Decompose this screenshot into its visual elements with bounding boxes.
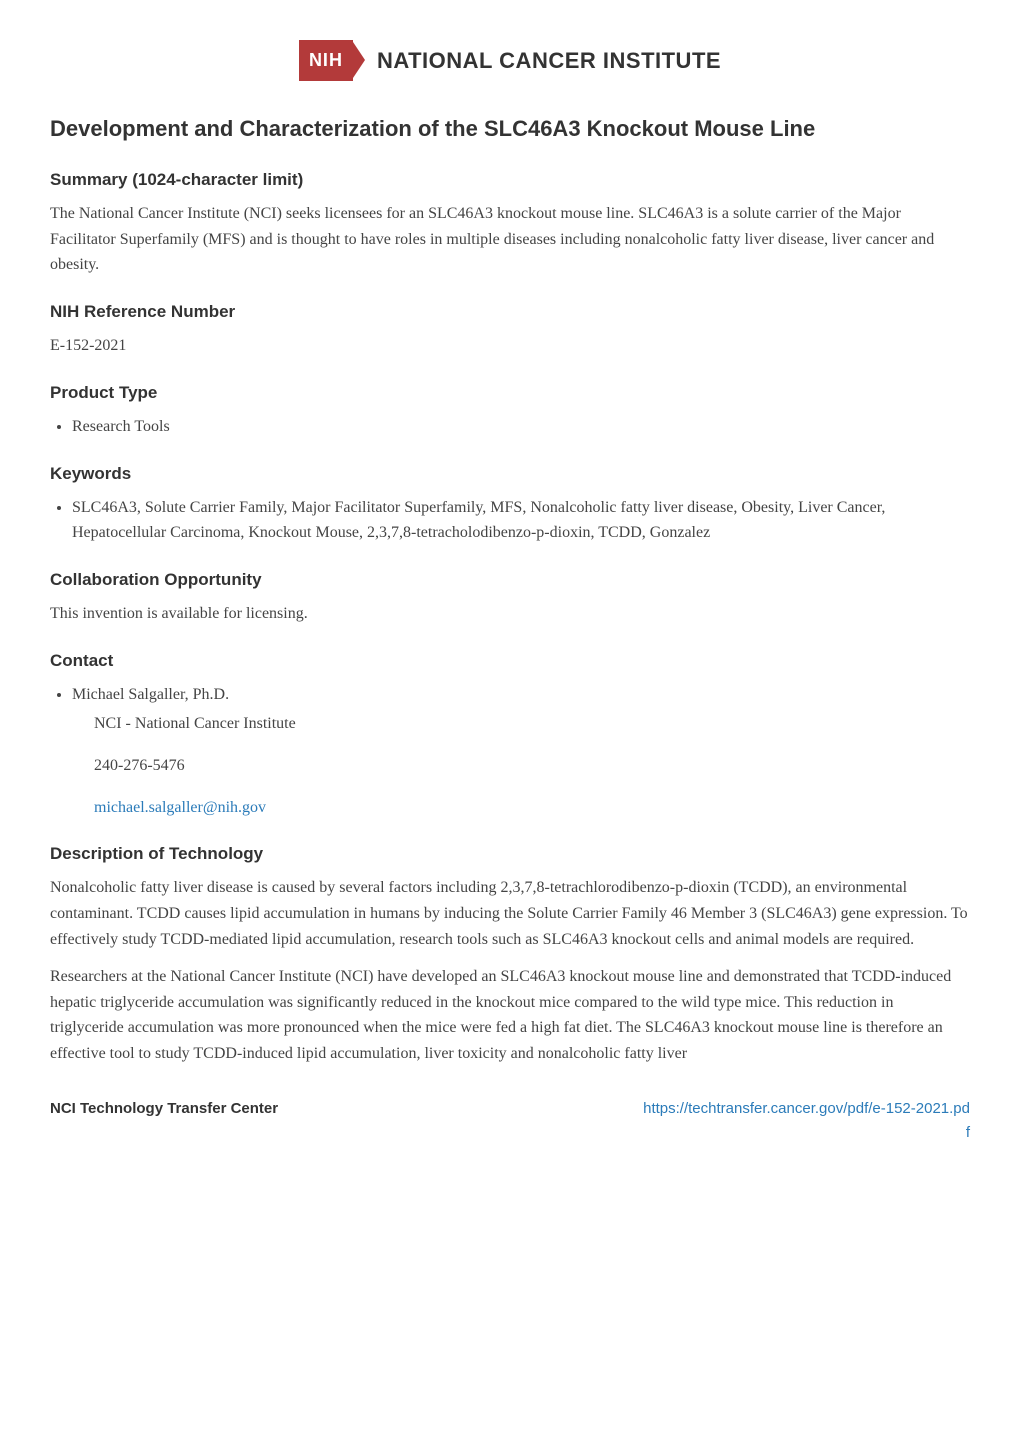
contact-phone: 240-276-5476 (94, 753, 970, 779)
product-type-list: Research Tools (50, 414, 970, 440)
reference-body: E-152-2021 (50, 333, 970, 359)
contact-org: NCI - National Cancer Institute (94, 711, 970, 737)
nih-badge: NIH (299, 40, 353, 81)
collaboration-heading: Collaboration Opportunity (50, 566, 970, 593)
contact-email-link[interactable]: michael.salgaller@nih.gov (94, 799, 266, 816)
chevron-icon (353, 42, 365, 78)
description-p2: Researchers at the National Cancer Insti… (50, 964, 970, 1066)
logo: NIH NATIONAL CANCER INSTITUTE (50, 40, 970, 81)
summary-heading: Summary (1024-character limit) (50, 166, 970, 193)
reference-heading: NIH Reference Number (50, 298, 970, 325)
collaboration-body: This invention is available for licensin… (50, 601, 970, 627)
page-title: Development and Characterization of the … (50, 111, 970, 146)
description-p1: Nonalcoholic fatty liver disease is caus… (50, 875, 970, 952)
keywords-heading: Keywords (50, 460, 970, 487)
summary-body: The National Cancer Institute (NCI) seek… (50, 201, 970, 278)
footer: NCI Technology Transfer Center https://t… (50, 1097, 970, 1145)
footer-link[interactable]: https://techtransfer.cancer.gov/pdf/e-15… (643, 1100, 970, 1117)
footer-link-wrap: f (643, 1121, 970, 1145)
list-item: SLC46A3, Solute Carrier Family, Major Fa… (72, 495, 970, 546)
logo-text: NATIONAL CANCER INSTITUTE (377, 43, 721, 78)
contact-list: Michael Salgaller, Ph.D. NCI - National … (50, 682, 970, 820)
list-item: Research Tools (72, 414, 970, 440)
footer-url[interactable]: https://techtransfer.cancer.gov/pdf/e-15… (643, 1097, 970, 1145)
product-type-heading: Product Type (50, 379, 970, 406)
keywords-list: SLC46A3, Solute Carrier Family, Major Fa… (50, 495, 970, 546)
description-heading: Description of Technology (50, 840, 970, 867)
contact-heading: Contact (50, 647, 970, 674)
footer-org: NCI Technology Transfer Center (50, 1097, 278, 1145)
contact-name: Michael Salgaller, Ph.D. (72, 682, 970, 708)
